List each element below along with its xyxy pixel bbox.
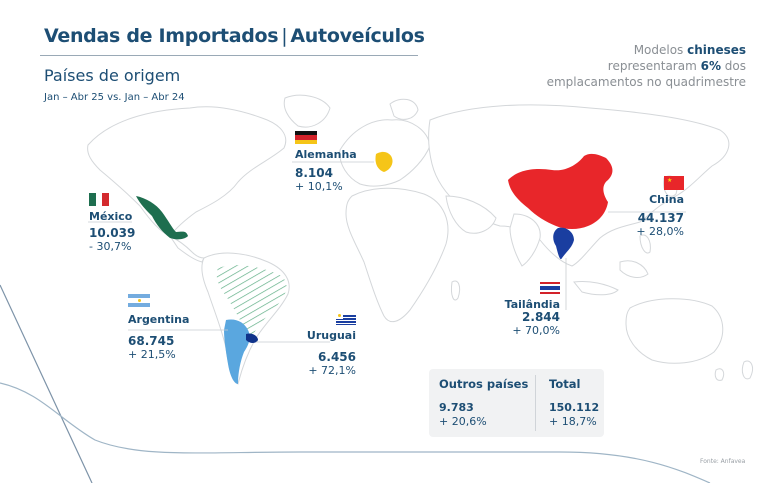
callout-highlight-percent: 6% xyxy=(700,59,721,73)
title-left: Vendas de Importados xyxy=(44,25,279,47)
argentina-flag-icon xyxy=(128,294,150,307)
country-change: + 21,5% xyxy=(128,348,176,361)
country-value: 68.745 xyxy=(128,334,175,348)
others-change: + 20,6% xyxy=(439,415,487,428)
total-summary: Total 150.112 + 18,7% xyxy=(549,377,599,429)
country-value: 44.137 xyxy=(637,211,684,225)
country-value: 6.456 xyxy=(318,350,356,364)
summary-box: Outros países 9.783 + 20,6% Total 150.11… xyxy=(429,369,604,437)
country-label-alemanha: Alemanha 8.104 + 10,1% xyxy=(295,131,357,193)
callout-text-1: Modelos xyxy=(633,43,688,57)
china-share-callout: Modelos chineses representaram 6% dos em… xyxy=(546,42,746,90)
greenland-outline xyxy=(283,94,331,128)
page-title: Vendas de Importados | Autoveículos xyxy=(44,25,425,47)
country-name: China xyxy=(649,193,684,206)
country-label-argentina: Argentina 68.745 + 21,5% xyxy=(128,294,189,361)
country-name: Alemanha xyxy=(295,148,357,161)
country-value: 10.039 xyxy=(89,226,136,240)
china-flag-icon: ★ xyxy=(664,176,684,190)
country-value: 2.844 xyxy=(522,310,560,324)
country-label-mexico: México 10.039 - 30,7% xyxy=(89,193,135,253)
country-name: Tailândia xyxy=(504,298,560,311)
source-note: Fonte: Anfavea xyxy=(700,458,746,465)
germany-flag-icon xyxy=(295,131,317,144)
country-change: - 30,7% xyxy=(89,240,132,253)
australia-outline xyxy=(625,298,724,364)
subtitle: Países de origem xyxy=(44,66,181,85)
germany-shape xyxy=(375,151,393,172)
brazil-shape xyxy=(216,265,287,336)
country-change: + 70,0% xyxy=(512,324,560,337)
mexico-flag-icon xyxy=(89,193,109,206)
uruguay-flag-icon xyxy=(336,313,356,325)
others-summary: Outros países 9.783 + 20,6% xyxy=(439,377,528,429)
country-label-china: ★ China 44.137 + 28,0% xyxy=(630,176,684,238)
title-separator: | xyxy=(281,25,288,47)
period-label: Jan – Abr 25 vs. Jan – Abr 24 xyxy=(44,92,185,103)
argentina-shape xyxy=(224,319,250,384)
title-divider xyxy=(40,55,418,56)
total-change: + 18,7% xyxy=(549,415,597,428)
country-label-tailandia: Tailândia 2.844 + 70,0% xyxy=(500,282,560,337)
thailand-flag-icon xyxy=(540,282,560,294)
country-name: Uruguai xyxy=(306,329,356,342)
others-value: 9.783 xyxy=(439,401,474,414)
total-label: Total xyxy=(549,377,581,391)
callout-text-3: dos emplacamentos no quadrimestre xyxy=(546,59,746,89)
total-value: 150.112 xyxy=(549,401,600,414)
country-label-uruguai: Uruguai 6.456 + 72,1% xyxy=(290,313,356,377)
country-change: + 10,1% xyxy=(295,180,343,193)
country-name: México xyxy=(89,210,133,223)
north-america-outline xyxy=(87,106,287,237)
africa-outline xyxy=(345,187,449,323)
country-name: Argentina xyxy=(128,313,190,326)
others-label: Outros países xyxy=(439,377,529,391)
summary-divider xyxy=(535,375,536,431)
country-change: + 72,1% xyxy=(308,364,356,377)
callout-highlight-chineses: chineses xyxy=(687,43,746,57)
country-change: + 28,0% xyxy=(636,225,684,238)
uruguay-shape xyxy=(246,333,258,343)
china-shape xyxy=(508,153,613,229)
title-right: Autoveículos xyxy=(290,25,425,47)
country-value: 8.104 xyxy=(295,166,333,180)
mexico-shape xyxy=(136,196,188,240)
thailand-shape xyxy=(553,227,574,260)
callout-text-2: representaram xyxy=(607,59,701,73)
